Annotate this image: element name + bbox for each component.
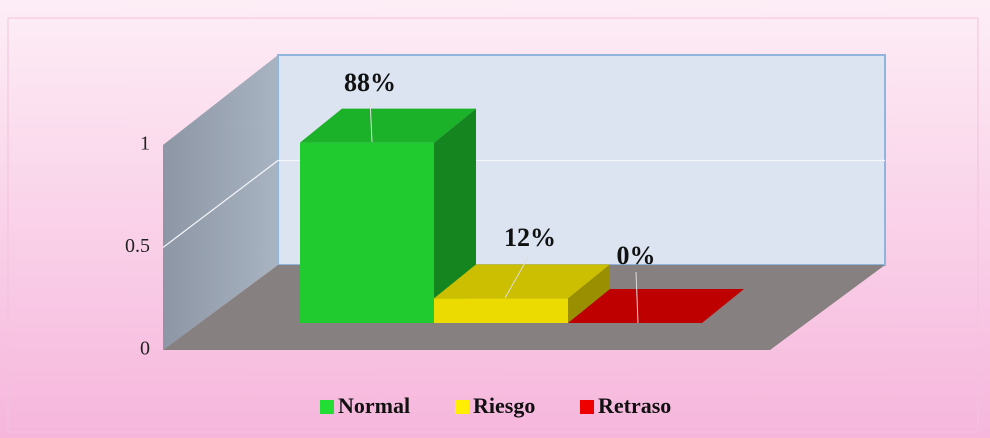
data-label: 88% [344,68,396,97]
legend-label: Retraso [598,393,671,418]
data-label: 0% [617,241,656,270]
bar-top [300,108,476,143]
y-tick-label: 0.5 [125,235,150,257]
y-tick-label: 1 [140,133,150,155]
bar-side [568,264,610,323]
legend-swatch [455,400,469,414]
legend-label: Riesgo [473,393,535,418]
leader-line [504,253,531,299]
leader-line [369,98,373,143]
y-tick-label: 0 [140,338,150,360]
bar-top [568,289,744,323]
bar [568,289,744,323]
bar-top [434,264,610,299]
leader-line [635,271,639,324]
grid-line [162,159,885,248]
bar-front [300,142,434,323]
bar-front [434,298,568,323]
bar-side [434,108,476,323]
side-wall [163,55,278,350]
legend-label: Normal [338,393,410,418]
legend-swatch [580,400,594,414]
frame [7,17,979,433]
data-label: 12% [504,223,556,252]
bar [434,264,610,323]
bar [300,108,476,323]
legend-swatch [320,400,334,414]
